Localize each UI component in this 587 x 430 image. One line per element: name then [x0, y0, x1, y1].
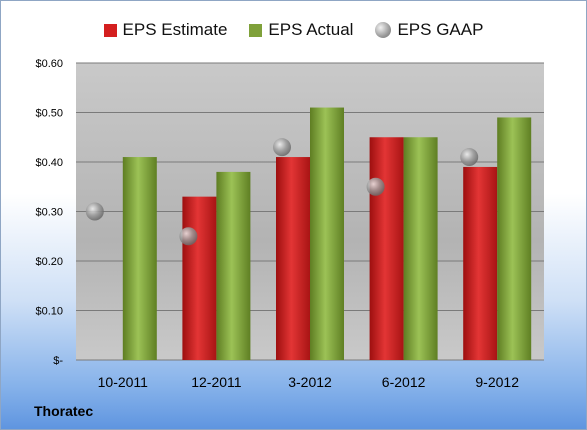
y-tick-label: $- — [53, 355, 63, 367]
x-tick-label: 3-2012 — [288, 374, 332, 390]
y-tick-label: $0.40 — [35, 157, 63, 169]
bar-eps-actual — [310, 107, 344, 360]
legend-item-eps-estimate: EPS Estimate — [103, 20, 228, 40]
bar-eps-estimate — [463, 166, 498, 360]
x-tick-label: 6-2012 — [382, 374, 426, 390]
x-tick-label: 10-2011 — [98, 374, 149, 390]
x-axis-labels: 10-2011 12-2011 3-2012 6-2012 9-2012 — [98, 374, 520, 390]
bar-eps-estimate — [369, 137, 404, 360]
bar-eps-actual — [122, 157, 157, 360]
company-name: Thoratec — [34, 403, 94, 419]
marker-eps-gaap — [366, 177, 385, 196]
marker-eps-gaap — [179, 227, 198, 246]
y-tick-label: $0.50 — [35, 108, 63, 120]
bar-eps-estimate — [182, 196, 217, 360]
x-tick-label: 9-2012 — [475, 374, 519, 390]
legend-label-eps-actual: EPS Actual — [268, 20, 354, 39]
marker-eps-gaap — [273, 138, 291, 157]
y-axis-labels: $- $0.10 $0.20 $0.30 $0.40 $0.50 $0.60 — [35, 58, 63, 367]
y-tick-label: $0.60 — [35, 58, 63, 70]
bar-eps-actual — [403, 137, 438, 360]
legend: EPS Estimate EPS Actual EPS GAAP — [1, 17, 586, 43]
legend-item-eps-actual: EPS Actual — [249, 20, 353, 40]
y-tick-label: $0.10 — [35, 306, 63, 318]
y-tick-label: $0.20 — [35, 256, 63, 268]
legend-swatch-eps-estimate — [103, 23, 117, 37]
bars — [122, 107, 532, 360]
bar-eps-actual — [216, 171, 251, 360]
marker-eps-gaap — [460, 148, 479, 167]
bar-eps-actual — [497, 117, 532, 360]
legend-swatch-eps-gaap — [375, 22, 392, 38]
bar-eps-estimate — [276, 157, 310, 360]
legend-label-eps-gaap: EPS GAAP — [397, 20, 484, 39]
legend-swatch-eps-actual — [249, 23, 263, 37]
legend-item-eps-gaap: EPS GAAP — [375, 20, 483, 40]
marker-eps-gaap — [85, 202, 104, 221]
gaap-markers — [85, 138, 479, 246]
x-tick-label: 12-2011 — [191, 374, 242, 390]
y-tick-label: $0.30 — [35, 207, 63, 219]
legend-label-eps-estimate: EPS Estimate — [122, 20, 228, 39]
